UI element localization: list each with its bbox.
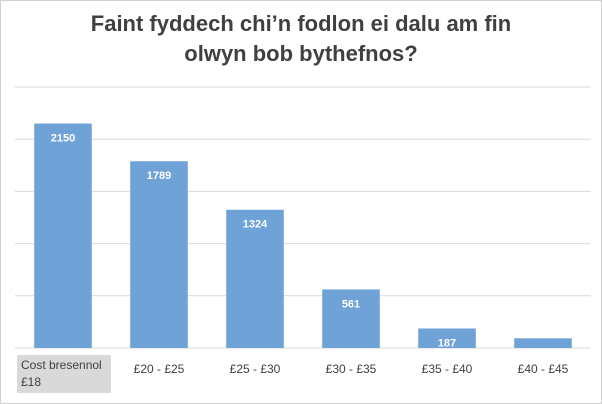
x-tick-label: £35 - £40: [421, 362, 473, 376]
x-tick-label: £20 - £25: [133, 362, 185, 376]
x-tick-label: £25 - £30: [229, 362, 281, 376]
x-tick-label: £40 - £45: [517, 362, 569, 376]
x-tick-label: £30 - £35: [325, 362, 377, 376]
data-label: 1324: [243, 219, 268, 231]
bar: [322, 289, 380, 348]
chart-title: Faint fyddech chi’n fodlon ei dalu am fi…: [90, 11, 512, 66]
bar: [418, 328, 476, 348]
bar: [226, 209, 284, 348]
x-tick-label: Cost bresennol £18: [17, 355, 111, 393]
data-label: 2150: [51, 132, 75, 144]
bar: [514, 338, 572, 348]
bar: [130, 161, 188, 348]
bar: [34, 123, 92, 348]
data-label: 561: [342, 298, 360, 310]
data-label: 1789: [147, 170, 171, 182]
data-label: 187: [438, 337, 456, 349]
data-label: 93: [537, 347, 549, 359]
